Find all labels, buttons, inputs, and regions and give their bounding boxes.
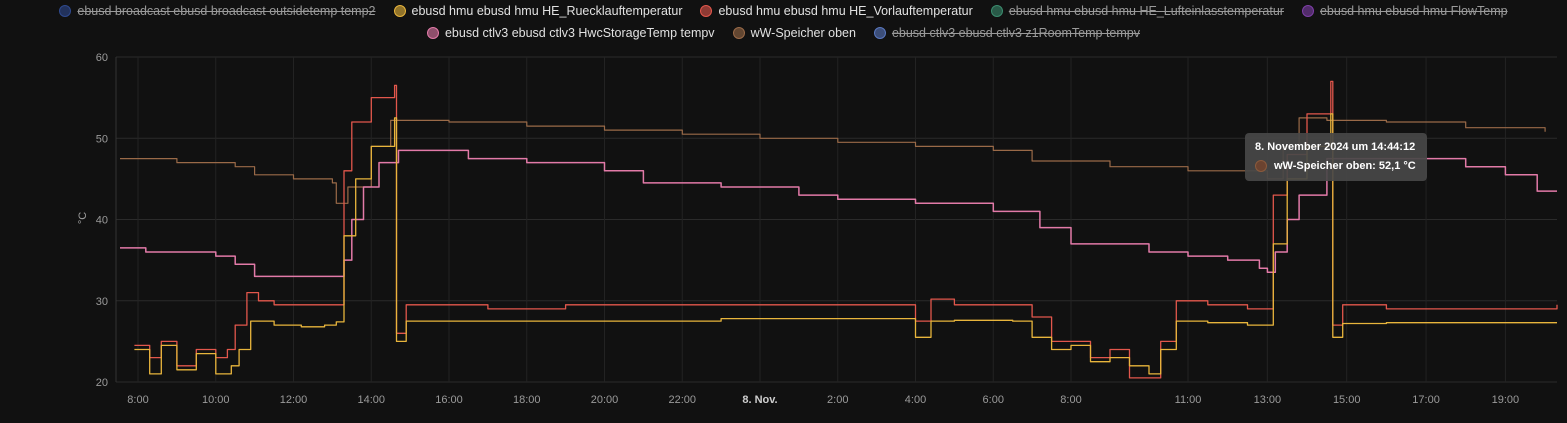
y-tick-label: 20 [96,377,108,389]
legend-item[interactable]: ebusd hmu ebusd hmu HE_Vorlauftemperatur [700,3,973,19]
series-line [120,149,1557,278]
legend-swatch [990,5,1003,17]
tooltip-row: wW-Speicher oben: 52,1 °C [1255,160,1416,172]
x-tick-label: 8. Nov. [742,394,777,406]
legend-label: ebusd hmu ebusd hmu HE_Vorlauftemperatur [718,4,973,18]
legend-item[interactable]: ebusd hmu ebusd hmu HE_Lufteinlasstemper… [990,3,1284,19]
x-tick-label: 10:00 [202,394,230,406]
legend-label: ebusd ctlv3 ebusd ctlv3 HwcStorageTemp t… [444,26,715,40]
x-tick-label: 6:00 [983,394,1004,406]
x-tick-label: 8:00 [1060,394,1081,406]
legend-label: ebusd broadcast ebusd broadcast outsidet… [77,4,376,18]
legend-label: ebusd ctlv3 ebusd ctlv3 z1RoomTemp tempv [891,26,1140,40]
x-tick-label: 14:00 [357,394,385,406]
x-tick-label: 15:00 [1333,394,1361,406]
x-tick-label: 8:00 [127,394,148,406]
legend-label: ebusd hmu ebusd hmu HE_Lufteinlasstemper… [1008,4,1284,18]
x-tick-label: 4:00 [905,394,926,406]
legend-item[interactable]: ebusd hmu ebusd hmu FlowTemp [1301,3,1508,19]
legend-item[interactable]: ebusd broadcast ebusd broadcast outsidet… [59,3,376,19]
legend-swatch [873,27,886,39]
legend-swatch [426,27,439,39]
x-tick-label: 18:00 [513,394,541,406]
x-tick-label: 16:00 [435,394,463,406]
tooltip-title: 8. November 2024 um 14:44:12 [1255,141,1416,153]
x-tick-label: 12:00 [280,394,308,406]
legend-item[interactable]: ebusd ctlv3 ebusd ctlv3 HwcStorageTemp t… [426,25,715,41]
legend-swatch [732,27,745,39]
y-tick-label: 60 [96,52,108,64]
legend-item[interactable]: ebusd ctlv3 ebusd ctlv3 z1RoomTemp tempv [873,25,1140,41]
legend-label: ebusd hmu ebusd hmu HE_Ruecklauftemperat… [411,4,683,18]
legend-item[interactable]: ebusd hmu ebusd hmu HE_Ruecklauftemperat… [393,3,683,19]
x-tick-label: 19:00 [1492,394,1520,406]
y-tick-label: 50 [96,133,108,145]
legend-swatch [700,5,713,17]
legend-swatch [393,5,406,17]
x-tick-label: 22:00 [668,394,696,406]
chart-series [120,80,1558,379]
series-line [134,113,1557,375]
legend-label: wW-Speicher oben [750,26,856,40]
x-tick-label: 2:00 [827,394,848,406]
y-axis-label: °C [77,212,89,224]
chart-grid [116,56,1557,383]
chart-tooltip: 8. November 2024 um 14:44:12 wW-Speicher… [1245,133,1427,181]
chart-legend: ebusd broadcast ebusd broadcast outsidet… [0,3,1567,41]
tooltip-value: wW-Speicher oben: 52,1 °C [1274,160,1416,172]
x-tick-label: 11:00 [1175,394,1202,406]
chart-axes: 20 30 40 50 60 8:00 10:00 12:00 14:00 16:00 18:00 2… [96,52,1519,406]
x-tick-label: 20:00 [591,394,619,406]
legend-label: ebusd hmu ebusd hmu FlowTemp [1319,4,1508,18]
tooltip-series-dot [1255,160,1267,172]
y-tick-label: 40 [96,215,108,227]
legend-swatch [1301,5,1314,17]
legend-item[interactable]: wW-Speicher oben [732,25,856,41]
legend-swatch [59,5,72,17]
y-tick-label: 30 [96,296,108,308]
series-line [134,80,1558,379]
x-tick-label: 13:00 [1254,394,1282,406]
x-tick-label: 17:00 [1412,394,1440,406]
